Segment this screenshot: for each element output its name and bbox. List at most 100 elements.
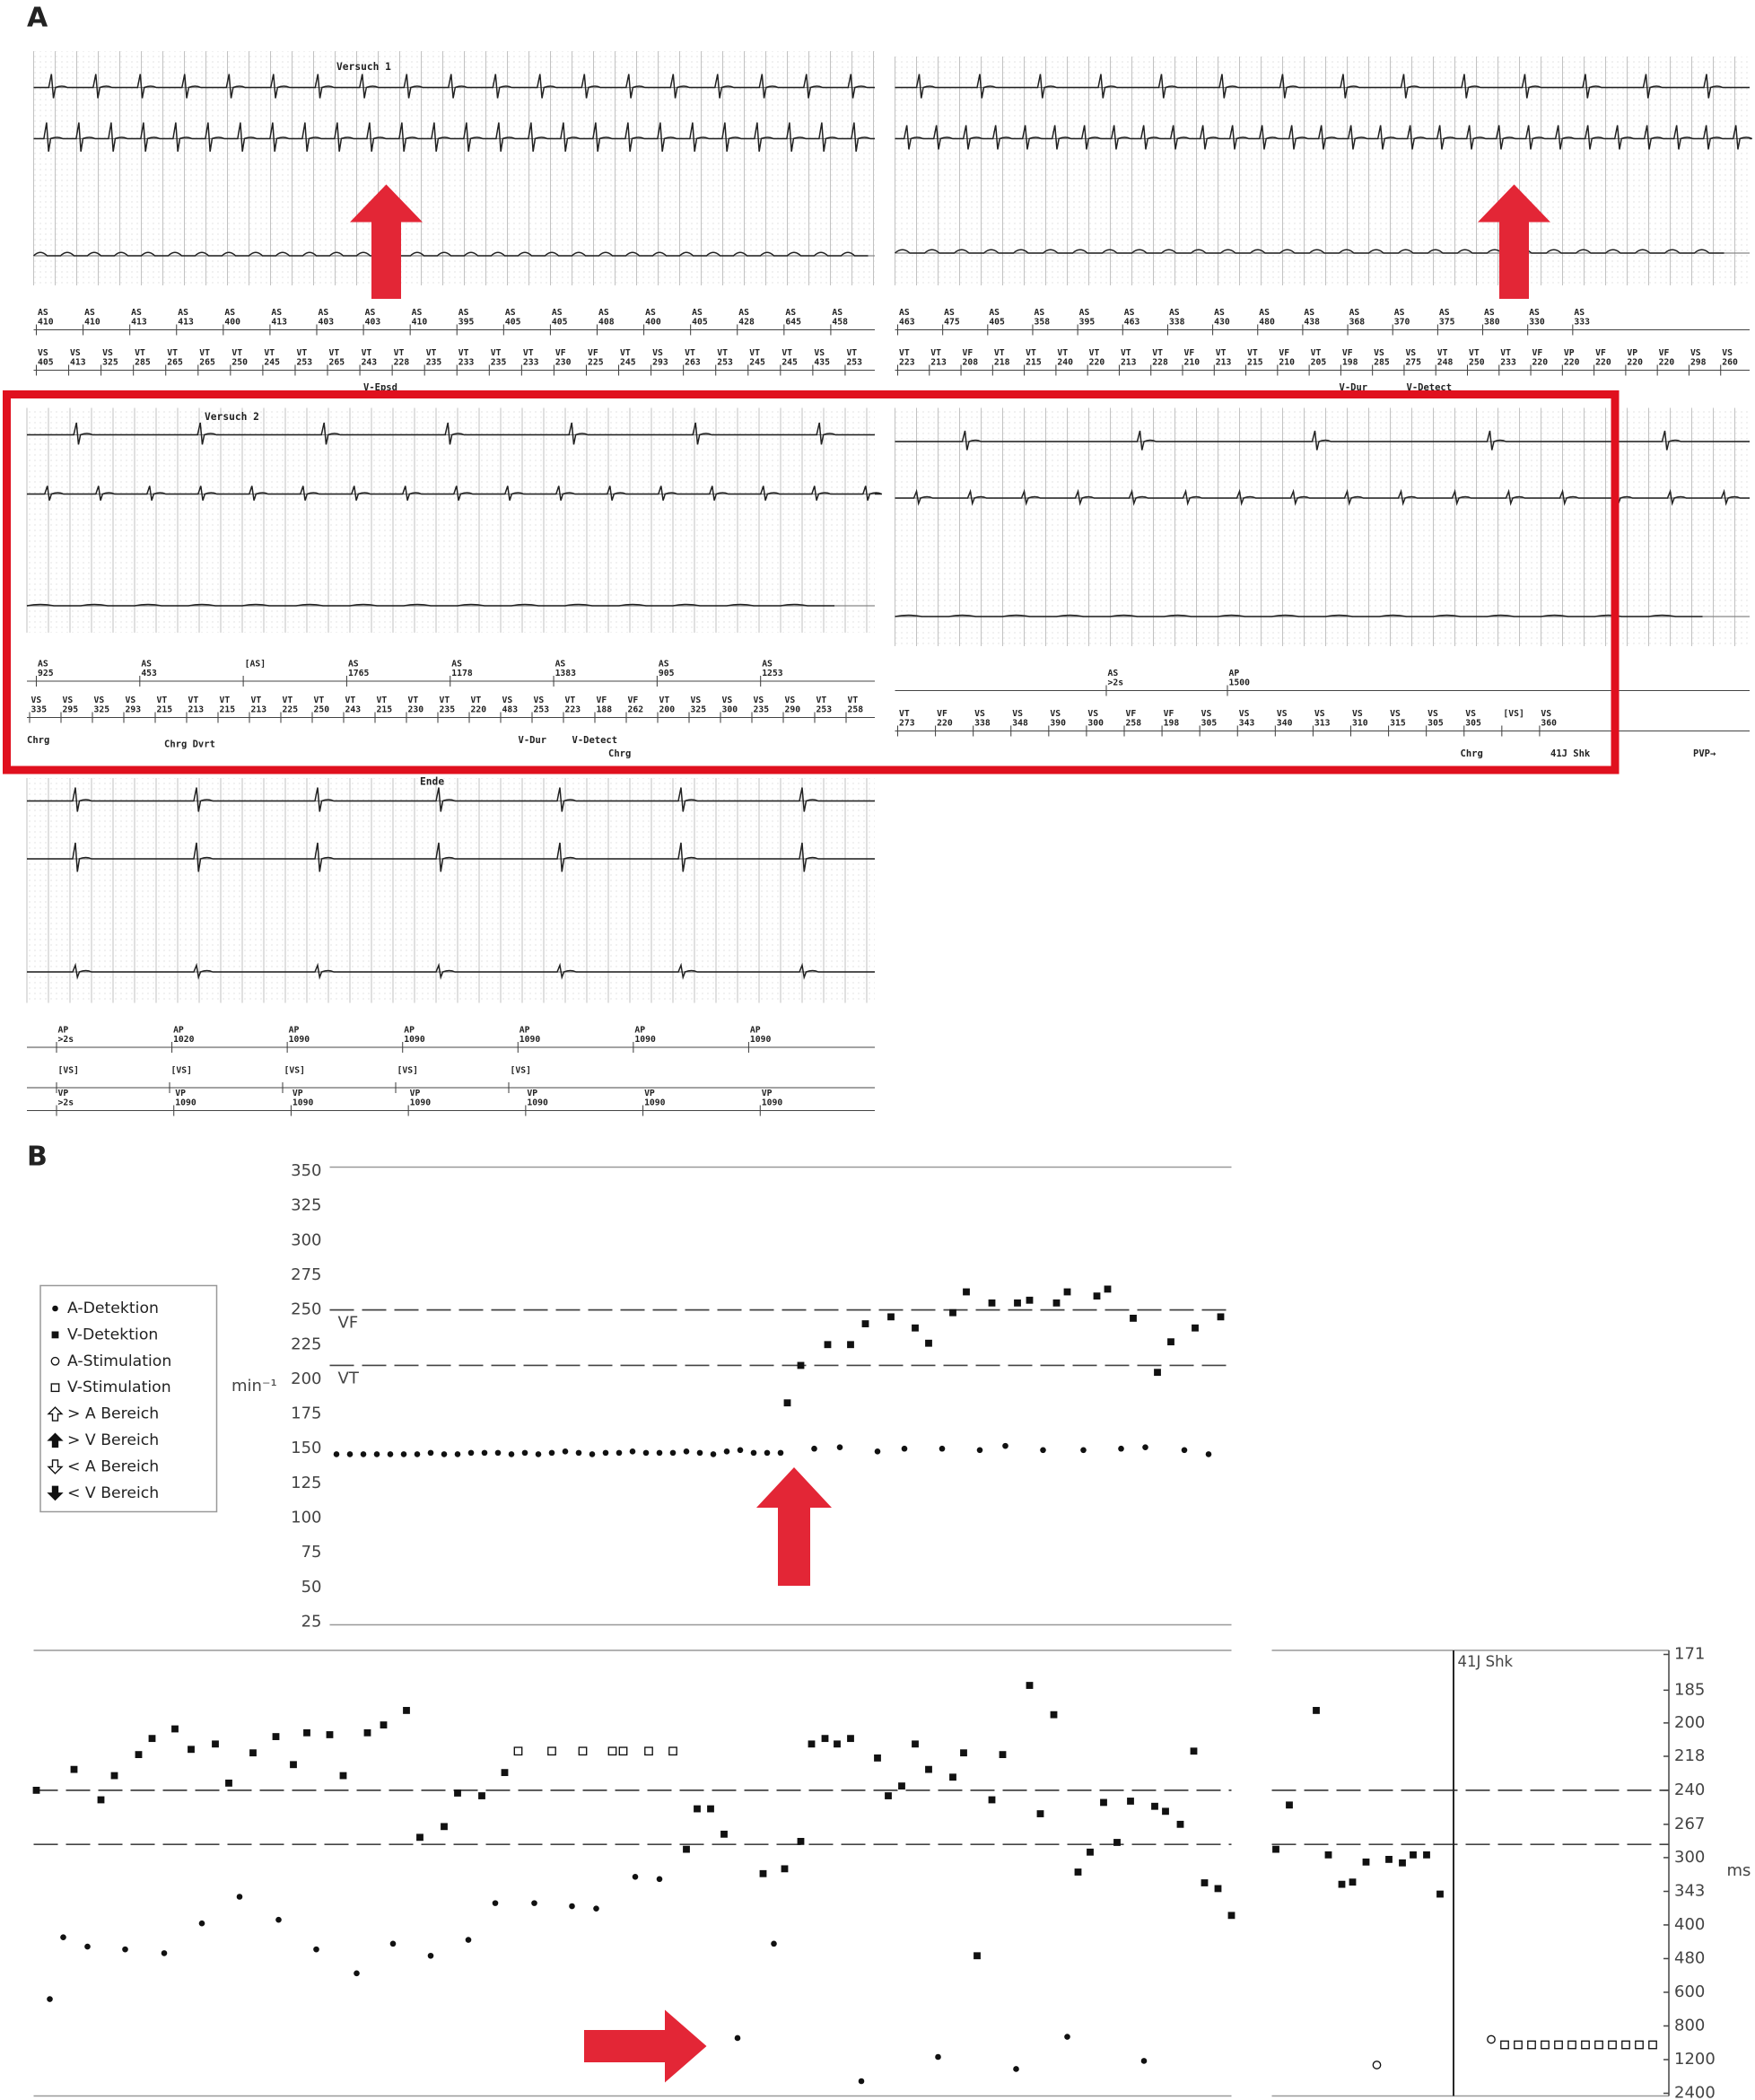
marker-value: 235 (754, 705, 770, 715)
marker-value: 220 (1532, 358, 1549, 368)
marker-value: 368 (1349, 318, 1366, 328)
marker-value: 198 (1164, 719, 1180, 729)
dot (161, 1950, 168, 1956)
marker-type: VT (899, 348, 910, 358)
dot (764, 1449, 771, 1457)
marker-type: VT (296, 348, 307, 358)
marker-type: VS (1722, 348, 1733, 358)
square (1324, 1851, 1332, 1859)
marker-type: VF (1184, 348, 1195, 358)
marker-type: AS (1214, 308, 1225, 318)
marker-type: VS (1239, 709, 1250, 719)
y-tick-label: 125 (291, 1474, 321, 1492)
square (1410, 1851, 1417, 1859)
marker-value: 413 (178, 318, 194, 328)
marker-value: 225 (283, 705, 299, 715)
dot (508, 1451, 515, 1457)
marker-type: AP (1229, 669, 1240, 678)
marker-value: 330 (1529, 318, 1545, 328)
square (1423, 1851, 1430, 1859)
square (821, 1735, 829, 1743)
marker-type: VS (722, 696, 733, 705)
square (999, 1751, 1007, 1759)
marker-value: 250 (314, 705, 330, 715)
ecg-trace (27, 787, 875, 812)
y-tick-label: 343 (1674, 1882, 1705, 1901)
marker-value: 262 (628, 705, 644, 715)
marker-value: >2s (1108, 678, 1124, 688)
y-tick-label: 800 (1674, 2016, 1705, 2034)
marker-type: [VS] (511, 1066, 531, 1076)
marker-value: 228 (1152, 358, 1168, 368)
marker-type: VT (345, 696, 356, 705)
marker-type: VS (1352, 709, 1363, 719)
marker-value: 293 (126, 705, 142, 715)
marker-type: AS (762, 660, 773, 669)
marker-type: VS (691, 696, 702, 705)
marker-value: 410 (84, 318, 100, 328)
range-arrow (47, 1432, 64, 1448)
marker-type: VF (1532, 348, 1543, 358)
marker-value: 428 (738, 318, 755, 328)
dot (1064, 2034, 1070, 2040)
ecg-trace (32, 251, 869, 257)
square (188, 1746, 195, 1754)
marker-value: 248 (1437, 358, 1454, 368)
ecg-grid (895, 57, 1750, 285)
marker-type: AS (458, 308, 469, 318)
square (1050, 1711, 1058, 1719)
y-tick-label: 171 (1674, 1645, 1705, 1664)
square (1052, 1299, 1061, 1307)
marker-value: 405 (692, 318, 708, 328)
dot (696, 1449, 703, 1457)
dot (313, 1946, 319, 1953)
square (808, 1740, 816, 1748)
dot (427, 1449, 434, 1457)
dot (531, 1900, 537, 1906)
marker-type: VT (377, 696, 388, 705)
marker-value: 253 (717, 358, 733, 368)
marker-value: 463 (899, 318, 915, 328)
marker-type: VT (220, 696, 231, 705)
marker-type: VS (1541, 709, 1551, 719)
marker-type: AS (1484, 308, 1495, 318)
square (912, 1324, 919, 1332)
marker-type: AS (645, 308, 656, 318)
marker-value: 228 (394, 358, 410, 368)
marker-value: 438 (1304, 318, 1320, 328)
marker-value: 213 (251, 705, 267, 715)
marker-value: 480 (1259, 318, 1275, 328)
square (1113, 1839, 1121, 1846)
square (1313, 1707, 1320, 1714)
marker-value: 265 (199, 358, 215, 368)
open-square (1581, 2040, 1590, 2050)
dot (441, 1451, 448, 1457)
dot (710, 1451, 717, 1457)
square (781, 1865, 789, 1873)
marker-type: AP (173, 1026, 184, 1036)
strip-event: Chrg (1461, 748, 1483, 759)
dot (400, 1451, 407, 1457)
marker-type: VS (1012, 709, 1023, 719)
open-square (1554, 2040, 1563, 2050)
marker-value: 1020 (173, 1035, 195, 1045)
marker-type: VT (1311, 348, 1322, 358)
dot (569, 1903, 575, 1910)
marker-value: 338 (974, 719, 991, 729)
strip-event: V-Dur (519, 735, 547, 746)
marker-type: [VS] (397, 1066, 418, 1076)
marker-type: VP (527, 1089, 537, 1098)
marker-value: 1090 (175, 1098, 196, 1108)
dot (1205, 1451, 1212, 1457)
square (1100, 1798, 1107, 1807)
marker-value: 253 (816, 705, 833, 715)
marker-type: VT (157, 696, 168, 705)
marker-type: VF (628, 696, 639, 705)
square (1074, 1868, 1082, 1876)
square (1130, 1314, 1137, 1322)
marker-value: 305 (1465, 719, 1481, 729)
marker-value: 235 (426, 358, 442, 368)
marker-type: VF (555, 348, 566, 358)
marker-value: 380 (1484, 318, 1500, 328)
marker-value: 335 (31, 705, 48, 715)
